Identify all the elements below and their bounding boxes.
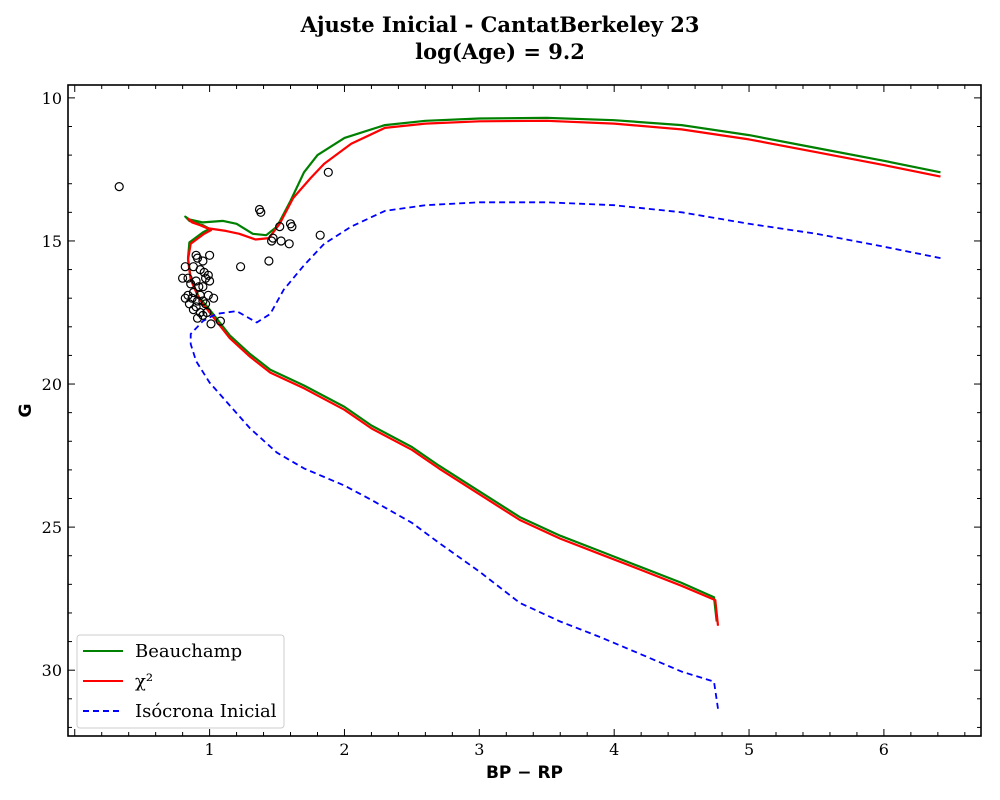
x-tick-label: 5 — [744, 740, 754, 759]
scatter-point — [323, 167, 333, 177]
scatter-point — [203, 290, 213, 300]
y-axis: 10 15 20 25 30 — [42, 89, 981, 728]
scatter-point — [192, 313, 203, 323]
y-axis-label: G — [16, 404, 36, 418]
x-tick-label: 1 — [205, 740, 215, 759]
y-tick-label: 30 — [42, 661, 62, 680]
chart-title: Ajuste Inicial - CantatBerkeley 23 — [300, 12, 700, 37]
scatter-point — [215, 316, 225, 326]
scatter-point — [287, 222, 297, 232]
x-tick-label: 3 — [474, 740, 484, 759]
scatter-point — [186, 279, 196, 289]
scatter-point — [209, 293, 219, 303]
legend-label: Beauchamp — [135, 641, 242, 662]
scatter-point — [205, 276, 215, 286]
legend-label: Isócrona Inicial — [135, 701, 277, 722]
scatter-point — [264, 256, 274, 266]
scatter-point — [187, 293, 197, 303]
y-tick-label: 25 — [42, 518, 62, 537]
scatter-point — [203, 270, 213, 280]
scatter-point — [198, 282, 208, 292]
scatter-point — [275, 222, 285, 232]
scatter-point — [276, 236, 286, 246]
plot-area — [114, 116, 941, 709]
scatter-point — [114, 182, 124, 192]
series-line-chi2 — [186, 119, 941, 626]
legend-box — [76, 634, 285, 729]
legend: Beauchamp χ² Isócrona Inicial — [76, 634, 285, 729]
scatter-point — [195, 307, 205, 318]
x-tick-label: 2 — [339, 740, 349, 759]
x-axis: 1 2 3 4 5 6 — [74, 85, 966, 759]
x-tick-label: 6 — [879, 740, 889, 759]
legend-label: χ² — [135, 671, 153, 692]
scatter-point — [198, 256, 208, 266]
scatter-point — [192, 296, 203, 306]
scatter-point — [192, 253, 203, 263]
scatter-point — [315, 230, 325, 240]
y-tick-label: 20 — [42, 375, 62, 394]
x-axis-label: BP − RP — [486, 763, 563, 783]
scatter-point — [194, 282, 204, 292]
scatter-point — [206, 319, 216, 329]
x-tick-label: 4 — [609, 740, 619, 759]
scatter-point — [205, 250, 215, 260]
scatter-point — [201, 299, 211, 309]
chart-subtitle: log(Age) = 9.2 — [415, 39, 585, 64]
scatter-point — [191, 276, 201, 286]
y-tick-label: 15 — [42, 232, 62, 251]
scatter-point — [183, 273, 193, 283]
scatter-point — [284, 239, 294, 249]
series-line-is-crona-inicial — [189, 201, 941, 709]
scatter-point — [178, 273, 188, 283]
scatter-point — [256, 207, 266, 217]
plot-frame — [67, 84, 982, 737]
scatter-point — [267, 236, 277, 246]
y-tick-label: 10 — [42, 89, 62, 108]
scatter-point — [198, 296, 208, 306]
scatter-point — [198, 310, 208, 320]
scatter-point — [236, 262, 246, 272]
